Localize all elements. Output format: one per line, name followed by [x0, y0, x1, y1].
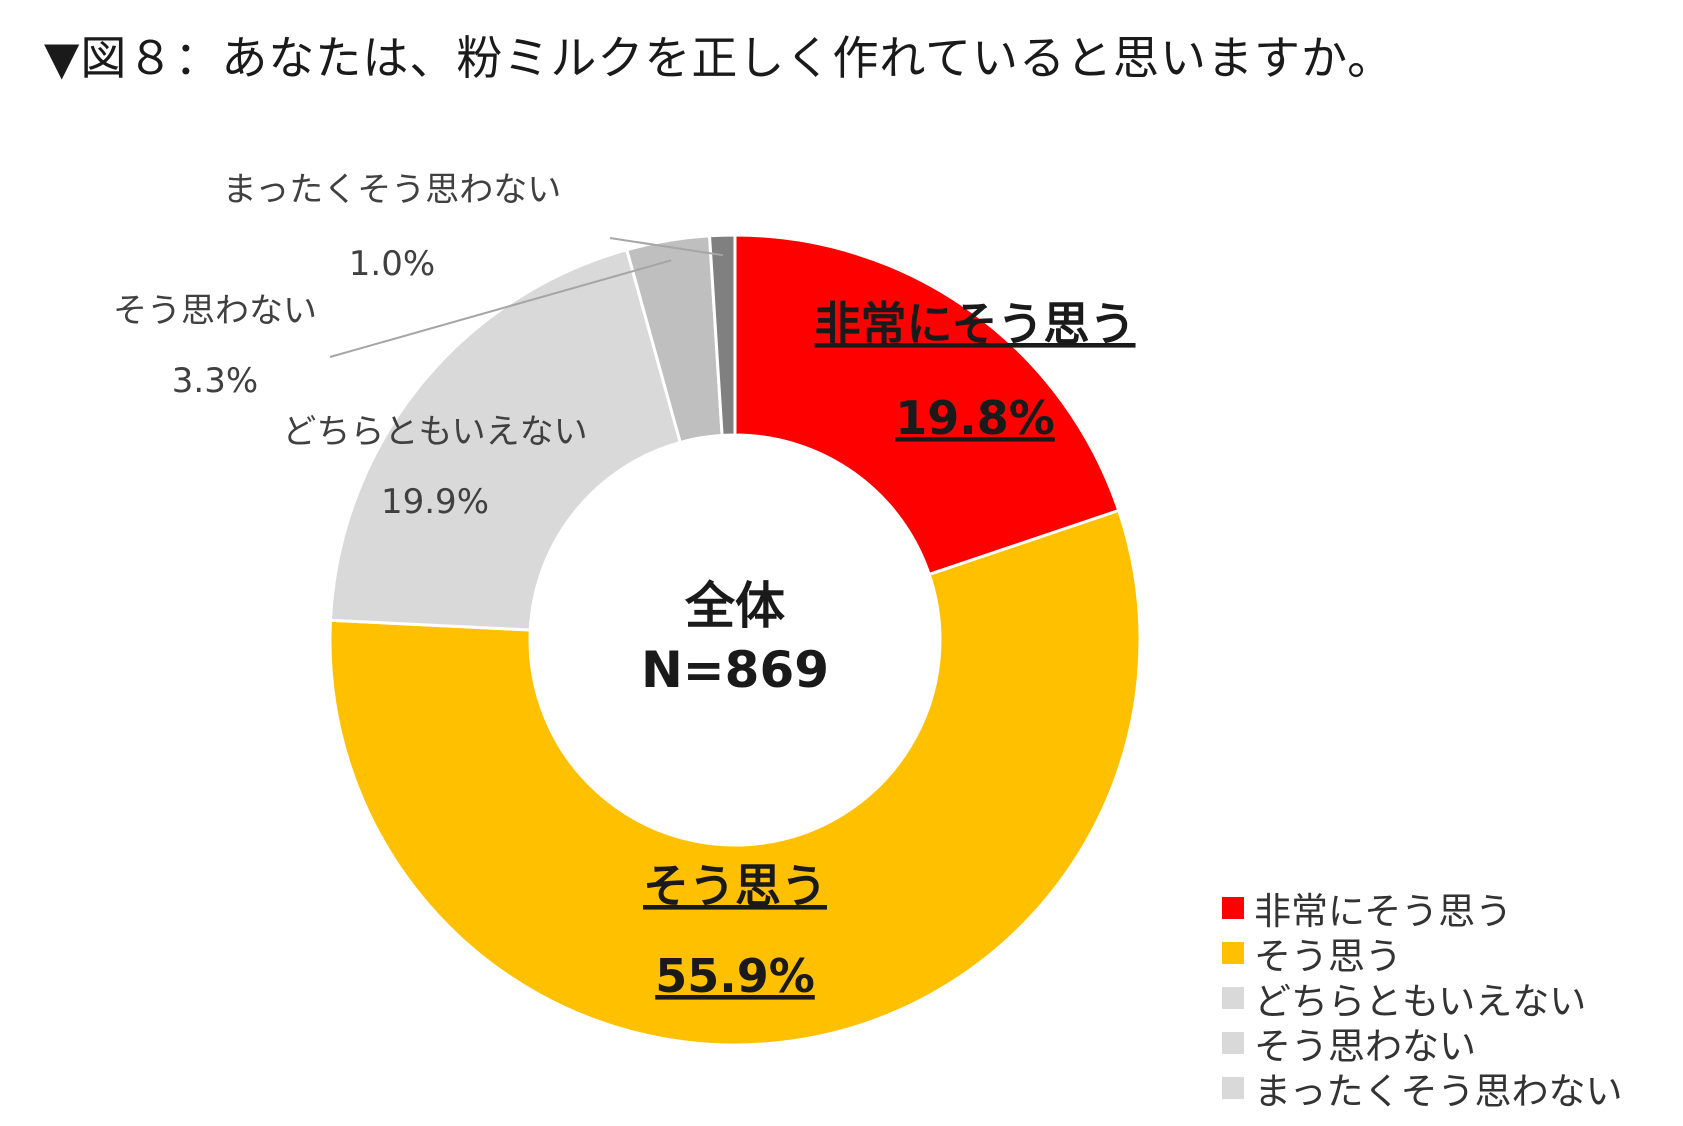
legend-swatch — [1222, 942, 1244, 964]
donut-slices — [330, 235, 1140, 1045]
legend-item: まったくそう思わない — [1222, 1065, 1623, 1110]
legend-swatch — [1222, 1077, 1244, 1099]
legend: 非常にそう思う そう思う どちらともいえない そう思わない まったくそう思わない — [1222, 885, 1623, 1110]
center-label-total: 全体 — [684, 577, 785, 635]
data-label-value-4: 3.3% — [172, 361, 258, 401]
data-label-category-1: 非常にそう思う — [814, 297, 1135, 351]
legend-item: どちらともいえない — [1222, 975, 1623, 1020]
legend-swatch — [1222, 1032, 1244, 1054]
data-label-category-2: そう思う — [643, 859, 827, 913]
data-label-value-3: 19.9% — [381, 482, 489, 522]
data-label-category-3: どちらともいえない — [282, 412, 587, 452]
legend-item: そう思う — [1222, 930, 1623, 975]
center-label-n: N=869 — [641, 641, 829, 699]
data-label-category-5: まったくそう思わない — [223, 170, 562, 210]
legend-swatch — [1222, 897, 1244, 919]
data-label-value-2: 55.9% — [655, 949, 815, 1003]
data-label-category-4: そう思わない — [113, 291, 317, 331]
legend-item: そう思わない — [1222, 1020, 1623, 1065]
data-label-value-5: 1.0% — [349, 244, 435, 284]
legend-item: 非常にそう思う — [1222, 885, 1623, 930]
legend-swatch — [1222, 987, 1244, 1009]
legend-label: まったくそう思わない — [1254, 1061, 1623, 1115]
data-label-value-1: 19.8% — [895, 391, 1055, 445]
